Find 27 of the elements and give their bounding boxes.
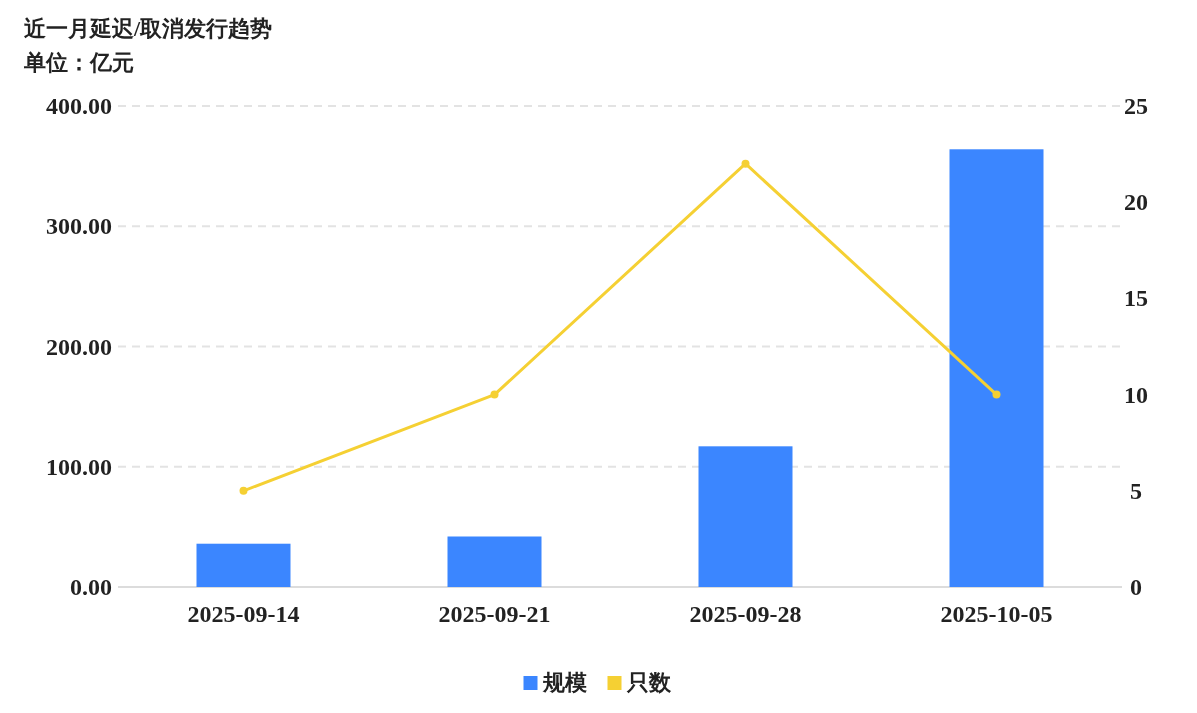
y2-tick-label: 20 — [1124, 189, 1148, 216]
point — [741, 159, 750, 168]
y-tick-label: 100.00 — [46, 453, 112, 480]
y2-tick-label: 25 — [1124, 93, 1148, 119]
chart-title: 近一月延迟/取消发行趋势 — [23, 16, 273, 41]
bar — [949, 149, 1044, 587]
x-tick-label: 2025-09-14 — [187, 601, 300, 627]
y-tick-label: 400.00 — [46, 93, 112, 119]
legend-label: 规模 — [541, 670, 587, 695]
y2-tick-label: 10 — [1124, 381, 1148, 408]
x-tick-label: 2025-09-28 — [689, 601, 802, 627]
y-tick-label: 300.00 — [46, 213, 112, 240]
point — [992, 390, 1001, 399]
bar — [698, 446, 793, 587]
y2-tick-label: 0 — [1130, 574, 1142, 600]
x-tick-label: 2025-10-05 — [940, 601, 1053, 627]
legend-label: 只数 — [625, 670, 672, 695]
bar — [447, 536, 542, 587]
y2-tick-label: 15 — [1124, 285, 1148, 312]
point — [239, 486, 248, 495]
chart-subtitle: 单位：亿元 — [23, 50, 134, 75]
point — [490, 390, 499, 399]
bar — [196, 543, 291, 587]
y2-tick-label: 5 — [1130, 477, 1142, 504]
x-tick-label: 2025-09-21 — [438, 601, 551, 627]
y-tick-label: 0.00 — [70, 574, 112, 600]
y-tick-label: 200.00 — [46, 333, 112, 360]
